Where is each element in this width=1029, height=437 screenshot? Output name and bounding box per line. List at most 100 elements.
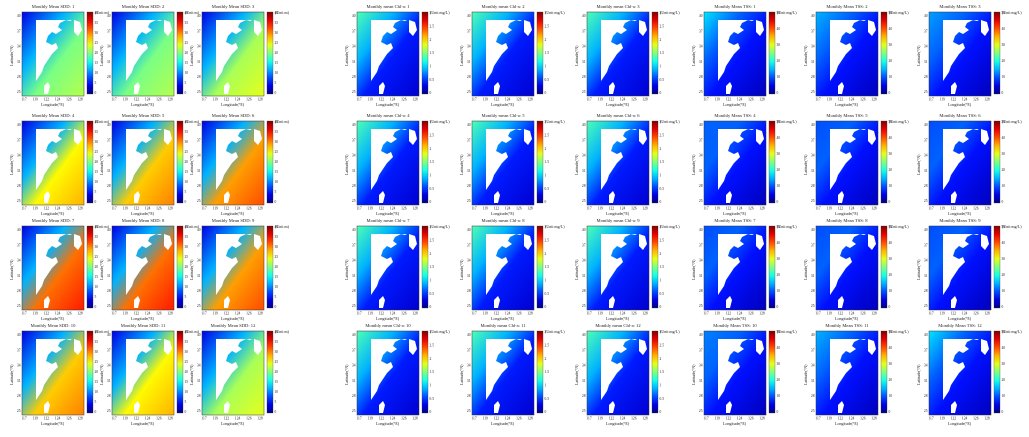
y-tick-label: 31 bbox=[467, 274, 471, 278]
x-tick-label: 128 bbox=[984, 417, 990, 421]
x-tick-label: 126 bbox=[631, 312, 637, 316]
colorbar-tick-label: 30 bbox=[1002, 43, 1006, 47]
korea-shape bbox=[756, 20, 764, 36]
x-tick-label: 126 bbox=[860, 207, 866, 211]
map-frame bbox=[201, 11, 265, 97]
y-tick-label: 34 bbox=[924, 154, 928, 158]
y-tick-label: 31 bbox=[924, 169, 928, 173]
korea-shape bbox=[868, 129, 876, 145]
x-axis-label: Longitude(°E) bbox=[41, 316, 65, 321]
colorbar bbox=[86, 225, 94, 309]
panel-title: Monthly mean Chl-a: 6 bbox=[596, 113, 640, 118]
mainland-shape bbox=[601, 20, 637, 81]
colorbar-tick-label: 0 bbox=[889, 305, 891, 309]
y-tick-label: 37 bbox=[107, 243, 111, 247]
x-tick-label: 124 bbox=[55, 312, 61, 316]
korea-shape bbox=[756, 129, 764, 145]
y-tick-label: 37 bbox=[467, 138, 471, 142]
y-tick-label: 25 bbox=[107, 90, 111, 94]
x-tick-label: 122 bbox=[838, 98, 844, 102]
x-tick-label: 117 bbox=[356, 207, 361, 211]
x-tick-label: 124 bbox=[620, 312, 626, 316]
x-axis-label: Longitude(°E) bbox=[606, 316, 630, 321]
korea-shape bbox=[981, 339, 989, 355]
colorbar-tick-label: 5 bbox=[185, 295, 187, 299]
korea-shape bbox=[164, 129, 172, 145]
y-axis-label: Latitude(°N) bbox=[9, 154, 14, 175]
colorbar-tick-label: 0 bbox=[660, 410, 662, 414]
x-tick-label: 126 bbox=[66, 98, 72, 102]
x-tick-label: 128 bbox=[412, 98, 418, 102]
x-axis-label: Longitude(°E) bbox=[948, 211, 972, 216]
taiwan-shape bbox=[726, 191, 732, 203]
x-tick-label: 124 bbox=[235, 312, 241, 316]
panel-title: Monthly Mean TSS: 8 bbox=[826, 218, 868, 223]
colorbar bbox=[993, 11, 1001, 95]
colorbar-tick-label: 20 bbox=[185, 370, 189, 374]
y-axis-label: Latitude(°N) bbox=[9, 45, 14, 66]
colorbar-tick-label: 2.5 bbox=[545, 134, 550, 138]
colorbar-tick-label: 20 bbox=[275, 265, 279, 269]
colorbar bbox=[880, 330, 888, 414]
y-tick-label: 31 bbox=[467, 60, 471, 64]
x-tick-label: 126 bbox=[748, 98, 754, 102]
y-tick-label: 40 bbox=[352, 14, 356, 18]
x-tick-label: 126 bbox=[66, 417, 72, 421]
colorbar-tick-label: 10 bbox=[95, 180, 99, 184]
colorbar-tick-label: 10 bbox=[95, 71, 99, 75]
y-tick-label: 37 bbox=[197, 138, 201, 142]
korea-shape bbox=[524, 234, 532, 250]
colorbar-unit: (Unit:mg/L) bbox=[545, 119, 565, 124]
y-tick-label: 37 bbox=[924, 138, 928, 142]
x-axis-label: Longitude(°E) bbox=[131, 316, 155, 321]
colorbar-tick-label: 1 bbox=[660, 279, 662, 283]
panel-title: Monthly mean Chl-a: 12 bbox=[595, 323, 641, 328]
colorbar-tick-label: 0 bbox=[777, 305, 779, 309]
panel-title: Monthly Mean TSS: 12 bbox=[938, 323, 982, 328]
map-panel-sdd-month-6: Monthly Mean SDD: 6 (Unit:m) 40 37 34 31 28 25 1… bbox=[188, 113, 289, 221]
y-tick-label: 31 bbox=[17, 379, 21, 383]
colorbar-tick-label: 30 bbox=[889, 257, 893, 261]
colorbar bbox=[176, 225, 184, 309]
x-tick-label: 124 bbox=[962, 312, 968, 316]
x-tick-label: 122 bbox=[44, 417, 50, 421]
x-tick-label: 122 bbox=[951, 417, 957, 421]
colorbar-tick-label: 2.5 bbox=[430, 25, 435, 29]
y-tick-label: 34 bbox=[467, 45, 471, 49]
colorbar-tick-label: 1.5 bbox=[545, 370, 550, 374]
x-tick-label: 122 bbox=[44, 312, 50, 316]
panel-title: Monthly Mean TSS: 9 bbox=[939, 218, 981, 223]
x-tick-label: 117 bbox=[471, 312, 476, 316]
colorbar bbox=[421, 330, 429, 414]
colorbar-tick-label: 0 bbox=[889, 91, 891, 95]
y-tick-label: 40 bbox=[197, 14, 201, 18]
y-tick-label: 28 bbox=[107, 394, 111, 398]
korea-shape bbox=[254, 339, 262, 355]
colorbar bbox=[86, 11, 94, 95]
colorbar-tick-label: 40 bbox=[889, 346, 893, 350]
taiwan-shape bbox=[726, 82, 732, 94]
map-frame bbox=[586, 225, 650, 311]
y-tick-label: 40 bbox=[107, 333, 111, 337]
x-tick-label: 117 bbox=[586, 207, 591, 211]
y-tick-label: 28 bbox=[699, 394, 703, 398]
colorbar-tick-label: 15 bbox=[275, 61, 279, 65]
colorbar-tick-label: 10 bbox=[1002, 75, 1006, 79]
taiwan-shape bbox=[494, 82, 500, 94]
colorbar-tick-label: 1.5 bbox=[660, 265, 665, 269]
y-tick-label: 34 bbox=[699, 154, 703, 158]
map-frame bbox=[703, 11, 767, 97]
y-tick-label: 40 bbox=[582, 123, 586, 127]
colorbar-tick-label: 25 bbox=[95, 150, 99, 154]
colorbar-tick-label: 2.5 bbox=[545, 239, 550, 243]
x-tick-label: 122 bbox=[44, 207, 50, 211]
map-panel-chl-a-month-5: Monthly mean Chl-a: 5 (Unit:mg/L) 40 37 34 31… bbox=[458, 113, 565, 221]
map-frame bbox=[111, 120, 175, 206]
y-tick-label: 37 bbox=[107, 348, 111, 352]
y-tick-label: 34 bbox=[811, 259, 815, 263]
mainland-shape bbox=[830, 20, 866, 81]
